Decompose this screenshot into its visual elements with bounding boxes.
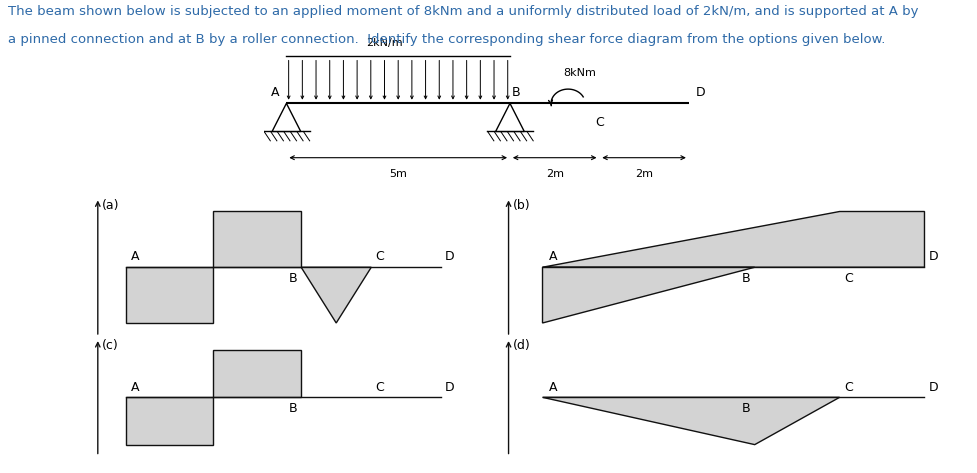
Text: A: A [548, 250, 557, 263]
Text: D: D [695, 86, 704, 99]
Text: A: A [271, 86, 279, 99]
Text: (a): (a) [102, 199, 119, 211]
Polygon shape [126, 397, 213, 445]
Text: A: A [131, 381, 140, 394]
Text: B: B [289, 272, 297, 285]
Text: (d): (d) [513, 339, 531, 352]
Text: C: C [843, 381, 852, 394]
Text: D: D [445, 381, 454, 394]
Polygon shape [126, 267, 213, 323]
Text: The beam shown below is subjected to an applied moment of 8kNm and a uniformly d: The beam shown below is subjected to an … [8, 5, 917, 18]
Text: 8kNm: 8kNm [562, 68, 595, 78]
Text: D: D [928, 250, 937, 263]
Text: C: C [594, 116, 603, 130]
Polygon shape [213, 350, 301, 397]
Polygon shape [301, 267, 371, 323]
Text: A: A [548, 381, 557, 394]
Text: C: C [843, 272, 852, 285]
Polygon shape [213, 211, 301, 267]
Polygon shape [542, 267, 754, 323]
Text: D: D [928, 381, 937, 394]
Text: B: B [742, 402, 749, 414]
Text: 2kN/m: 2kN/m [366, 38, 403, 48]
Polygon shape [272, 103, 300, 131]
Text: D: D [445, 250, 454, 263]
Polygon shape [542, 211, 923, 267]
Text: 2m: 2m [545, 169, 563, 179]
Text: B: B [512, 86, 521, 99]
Text: a pinned connection and at B by a roller connection.  Identify the corresponding: a pinned connection and at B by a roller… [8, 33, 884, 46]
Text: (c): (c) [102, 339, 118, 352]
Polygon shape [542, 397, 838, 445]
Text: C: C [374, 381, 383, 394]
Polygon shape [495, 103, 524, 131]
Text: B: B [289, 402, 297, 414]
Text: 2m: 2m [634, 169, 653, 179]
Text: C: C [374, 250, 383, 263]
Text: 5m: 5m [389, 169, 406, 179]
Text: (b): (b) [513, 199, 531, 211]
Text: A: A [131, 250, 140, 263]
Text: B: B [742, 272, 749, 285]
